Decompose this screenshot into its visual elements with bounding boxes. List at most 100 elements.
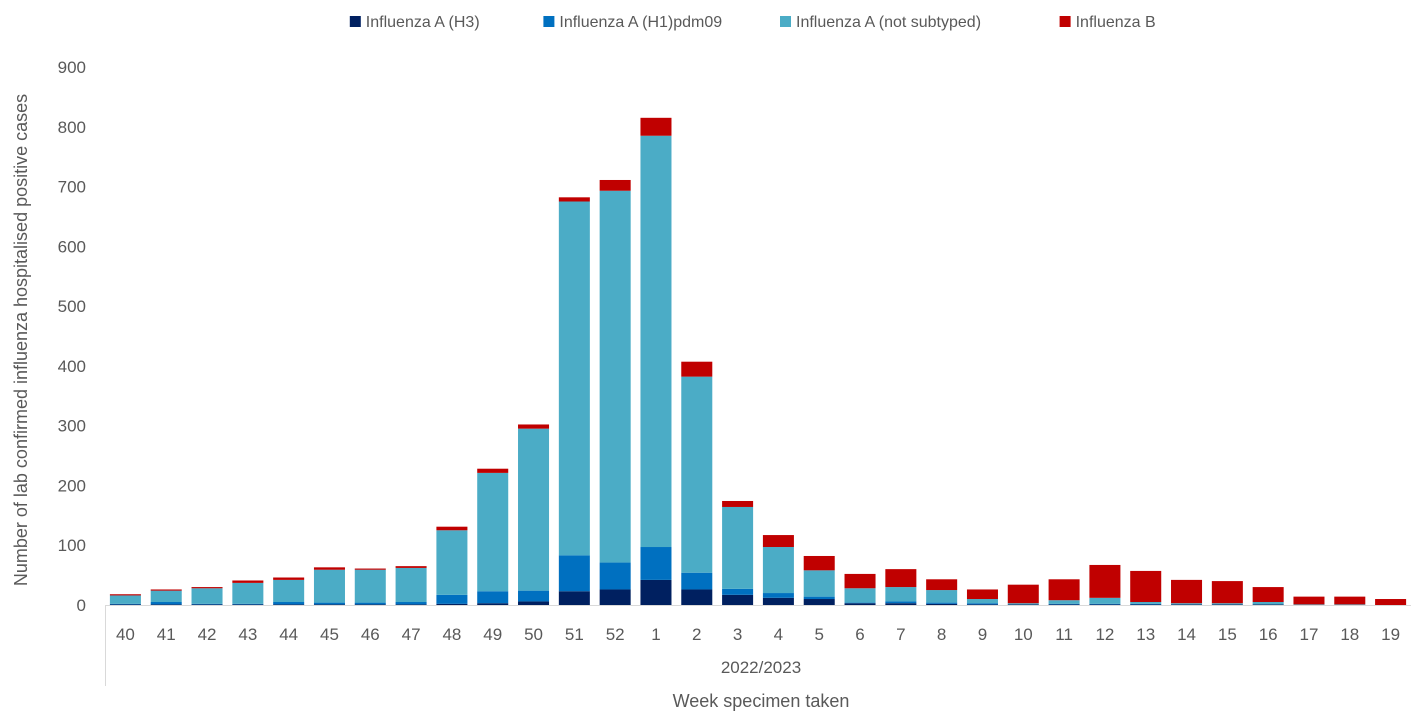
bar-segment <box>762 593 794 598</box>
bar-segment <box>313 569 345 603</box>
x-axis-group-label: 2022/2023 <box>721 658 801 677</box>
bar-segment <box>1048 604 1080 605</box>
x-tick-label: 41 <box>157 625 176 644</box>
bar-segment <box>722 588 754 595</box>
bar-segment <box>762 597 794 605</box>
bar-segment <box>966 604 998 605</box>
bar-segment <box>518 424 550 429</box>
bar-segment <box>1211 581 1243 604</box>
bar-segment <box>109 604 141 605</box>
bar-segment <box>722 506 754 589</box>
bar-segment <box>1293 596 1325 605</box>
bar-segment <box>844 573 876 589</box>
bars <box>109 117 1407 605</box>
bar-segment <box>232 580 264 583</box>
x-tick-label: 14 <box>1177 625 1196 644</box>
bar-segment <box>1130 602 1162 604</box>
bar-segment <box>966 589 998 600</box>
legend-swatch <box>543 16 555 27</box>
bar-segment <box>354 602 386 605</box>
x-tick-label: 4 <box>774 625 783 644</box>
bar-segment <box>1252 602 1284 605</box>
bar-segment <box>1252 604 1284 605</box>
x-tick-label: 43 <box>238 625 257 644</box>
y-tick-label: 700 <box>58 178 86 197</box>
bar-segment <box>1130 603 1162 605</box>
y-tick-label: 200 <box>58 476 86 495</box>
x-tick-label: 18 <box>1340 625 1359 644</box>
bar-segment <box>722 500 754 507</box>
x-tick-label: 44 <box>279 625 298 644</box>
y-tick-label: 500 <box>58 297 86 316</box>
y-tick-label: 0 <box>77 596 86 615</box>
bar-segment <box>1211 604 1243 605</box>
bar-segment <box>885 569 917 588</box>
bar-segment <box>1211 603 1243 605</box>
legend-swatch <box>1059 16 1071 27</box>
bar-segment <box>1089 603 1121 605</box>
y-tick-label: 800 <box>58 118 86 137</box>
bar-segment <box>926 590 958 603</box>
bar-segment <box>803 596 835 600</box>
bar-segment <box>477 603 509 605</box>
x-axis-title: Week specimen taken <box>673 691 850 711</box>
x-axis: 40 41 42 43 44 45 46 47 48 49 50 51 52 1 2 3 4 5 6 7 8 9 10 11 1… <box>105 605 1411 686</box>
bar-segment <box>1048 579 1080 601</box>
bar-segment <box>191 603 223 605</box>
x-tick-label: 16 <box>1259 625 1278 644</box>
bar-segment <box>436 594 468 604</box>
bar-segment <box>640 135 672 548</box>
x-tick-label: 45 <box>320 625 339 644</box>
bar-segment <box>926 603 958 605</box>
bar-segment <box>1375 599 1407 605</box>
x-tick-label: 49 <box>483 625 502 644</box>
bar-segment <box>1130 604 1162 605</box>
bar-segment <box>558 201 590 556</box>
bar-segment <box>395 604 427 605</box>
legend-label: Influenza A (not subtyped) <box>796 14 981 31</box>
bar-segment <box>354 568 386 570</box>
legend-swatch <box>349 16 361 27</box>
bar-segment <box>885 601 917 604</box>
bar-segment <box>1048 603 1080 605</box>
bar-segment <box>1334 604 1366 605</box>
bar-segment <box>150 589 182 591</box>
bar-segment <box>313 567 345 570</box>
bar-segment <box>803 555 835 571</box>
y-tick-label: 300 <box>58 417 86 436</box>
bar-segment <box>599 190 631 563</box>
bar-segment <box>558 591 590 605</box>
bar-segment <box>436 603 468 605</box>
bar-segment <box>885 587 917 602</box>
bar-segment <box>1171 603 1203 605</box>
bar-segment <box>109 594 141 596</box>
bar-segment <box>1007 603 1039 605</box>
bar-segment <box>191 604 223 605</box>
bar-segment <box>273 577 305 580</box>
legend-label: Influenza A (H3) <box>366 14 480 31</box>
legend-label: Influenza B <box>1076 14 1156 31</box>
bar-segment <box>313 604 345 605</box>
bar-segment <box>681 376 713 573</box>
x-tick-label: 46 <box>361 625 380 644</box>
bar-segment <box>926 579 958 591</box>
bar-segment <box>1089 604 1121 605</box>
bar-segment <box>844 588 876 603</box>
bar-segment <box>518 428 550 591</box>
y-axis-title: Number of lab confirmed influenza hospit… <box>11 94 31 586</box>
x-tick-label: 52 <box>606 625 625 644</box>
bar-segment <box>477 468 509 473</box>
x-tick-label: 3 <box>733 625 742 644</box>
bar-segment <box>273 604 305 605</box>
x-tick-label: 17 <box>1300 625 1319 644</box>
x-tick-label: 2 <box>692 625 701 644</box>
bar-segment <box>354 604 386 605</box>
bar-segment <box>722 594 754 605</box>
x-tick-label: 7 <box>896 625 905 644</box>
bar-segment <box>1048 600 1080 604</box>
y-tick-label: 100 <box>58 536 86 555</box>
bar-segment <box>436 530 468 595</box>
bar-segment <box>1089 564 1121 598</box>
bar-segment <box>681 361 713 377</box>
bar-segment <box>313 602 345 605</box>
